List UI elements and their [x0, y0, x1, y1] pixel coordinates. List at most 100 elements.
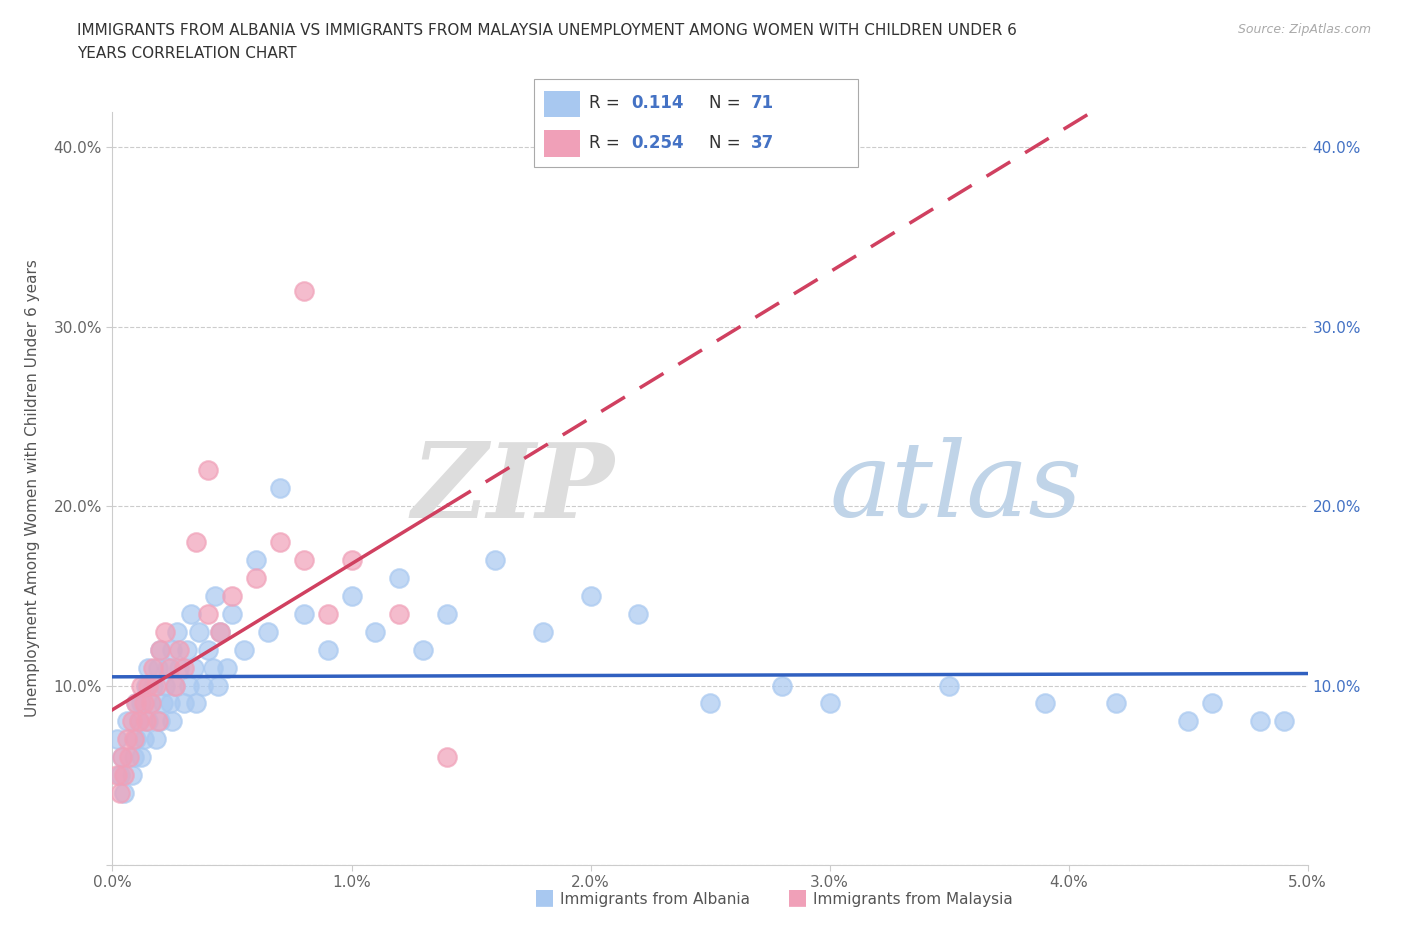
Text: R =: R =	[589, 134, 626, 152]
Point	[186, 696, 208, 711]
Bar	[544, 90, 579, 117]
Point	[114, 786, 135, 801]
Text: Immigrants from Malaysia: Immigrants from Malaysia	[813, 892, 1012, 907]
Point	[152, 696, 174, 711]
Text: YEARS CORRELATION CHART: YEARS CORRELATION CHART	[77, 46, 297, 61]
Point	[129, 750, 152, 764]
Point	[149, 643, 172, 658]
Point	[193, 678, 215, 693]
Point	[111, 750, 134, 764]
Point	[153, 678, 176, 693]
Point	[207, 678, 229, 693]
Point	[169, 643, 191, 658]
Point	[818, 696, 841, 711]
Point	[186, 535, 208, 550]
Point	[183, 660, 205, 675]
Point	[135, 678, 157, 693]
Point	[122, 750, 145, 764]
Point	[138, 678, 160, 693]
Text: atlas: atlas	[830, 437, 1083, 539]
Point	[138, 660, 160, 675]
Text: 0.114: 0.114	[631, 94, 683, 112]
Point	[115, 714, 138, 729]
Text: Immigrants from Albania: Immigrants from Albania	[560, 892, 749, 907]
Point	[388, 606, 411, 621]
Point	[111, 750, 134, 764]
Point	[142, 660, 165, 675]
Point	[340, 552, 363, 567]
Point	[173, 696, 195, 711]
Text: Source: ZipAtlas.com: Source: ZipAtlas.com	[1237, 23, 1371, 36]
Point	[292, 552, 315, 567]
Point	[221, 606, 243, 621]
Point	[108, 768, 131, 783]
Point	[269, 535, 291, 550]
Point	[139, 696, 162, 711]
Point	[938, 678, 960, 693]
Point	[128, 714, 150, 729]
Point	[146, 714, 169, 729]
Point	[125, 696, 148, 711]
Text: N =: N =	[709, 94, 745, 112]
Point	[233, 643, 256, 658]
Point	[114, 768, 135, 783]
Point	[121, 714, 143, 729]
Point	[146, 660, 169, 675]
Point	[1033, 696, 1056, 711]
Point	[162, 714, 183, 729]
Point	[105, 768, 128, 783]
Point	[531, 624, 554, 639]
Point	[412, 643, 434, 658]
Point	[156, 660, 179, 675]
Point	[159, 696, 181, 711]
Point	[221, 589, 243, 604]
Point	[1177, 714, 1199, 729]
Point	[245, 570, 267, 585]
Point	[1105, 696, 1128, 711]
Point	[292, 284, 315, 299]
Point	[217, 660, 239, 675]
Text: 71: 71	[751, 94, 775, 112]
Point	[142, 678, 165, 693]
Text: ■: ■	[534, 886, 555, 907]
Point	[770, 678, 793, 693]
Point	[176, 643, 198, 658]
Point	[122, 732, 145, 747]
Point	[177, 678, 200, 693]
Point	[149, 714, 172, 729]
Bar	[544, 130, 579, 157]
Point	[115, 732, 138, 747]
Point	[121, 768, 143, 783]
Point	[201, 660, 224, 675]
Point	[153, 624, 176, 639]
Point	[388, 570, 411, 585]
Point	[436, 750, 458, 764]
Point	[105, 732, 128, 747]
Point	[129, 678, 152, 693]
Point	[209, 624, 232, 639]
Point	[197, 643, 219, 658]
Point	[139, 696, 162, 711]
Point	[187, 624, 209, 639]
Text: ■: ■	[787, 886, 808, 907]
Text: N =: N =	[709, 134, 745, 152]
Point	[159, 660, 181, 675]
Point	[162, 643, 183, 658]
Point	[138, 714, 160, 729]
Text: ZIP: ZIP	[412, 437, 614, 539]
Text: 0.254: 0.254	[631, 134, 683, 152]
Point	[118, 750, 141, 764]
Point	[699, 696, 721, 711]
Point	[180, 606, 202, 621]
Point	[166, 624, 188, 639]
Point	[125, 696, 148, 711]
Text: R =: R =	[589, 94, 626, 112]
Point	[1249, 714, 1271, 729]
Point	[132, 732, 155, 747]
Point	[245, 552, 267, 567]
Point	[209, 624, 232, 639]
Point	[132, 696, 155, 711]
Y-axis label: Unemployment Among Women with Children Under 6 years: Unemployment Among Women with Children U…	[25, 259, 39, 717]
Point	[163, 678, 186, 693]
Point	[125, 732, 148, 747]
